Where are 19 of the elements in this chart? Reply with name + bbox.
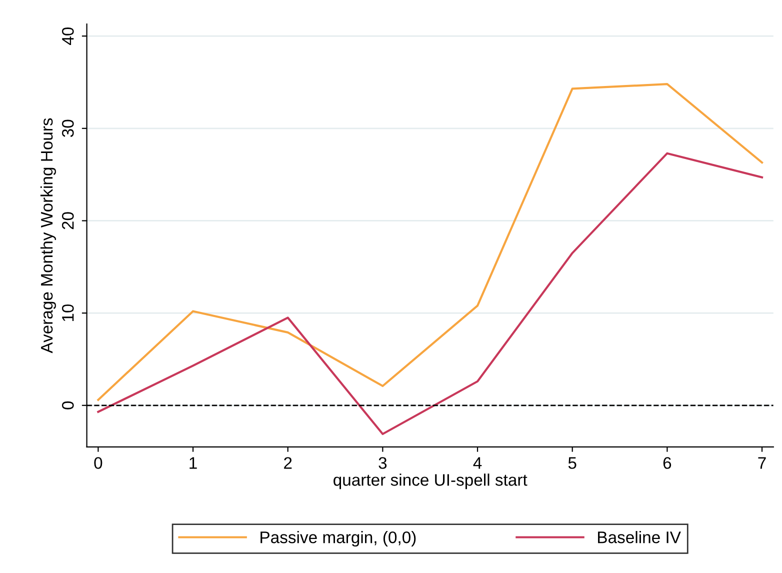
x-tick-label: 2 xyxy=(284,457,292,469)
x-axis-title: quarter since UI-spell start xyxy=(334,474,528,490)
x-tick-label: 6 xyxy=(663,457,672,469)
y-tick-label: 10 xyxy=(62,304,74,322)
y-tick-label: 20 xyxy=(62,212,74,230)
x-tick-label: 1 xyxy=(190,457,197,469)
x-tick-label: 4 xyxy=(473,457,482,469)
y-axis-title: Average Monthy Working Hours xyxy=(40,118,56,354)
x-tick-label: 0 xyxy=(94,457,102,469)
x-tick-label: 5 xyxy=(568,457,576,469)
x-tick-label: 7 xyxy=(758,457,766,469)
legend-label: Passive margin, (0,0) xyxy=(260,531,416,547)
line-series xyxy=(97,152,764,436)
y-tick-label: 30 xyxy=(62,120,74,138)
legend-label: Baseline IV xyxy=(598,531,681,544)
y-tick-label: 40 xyxy=(62,27,74,45)
x-tick-label: 3 xyxy=(378,457,387,469)
line-series xyxy=(97,83,764,401)
y-tick-label: 0 xyxy=(62,401,74,410)
